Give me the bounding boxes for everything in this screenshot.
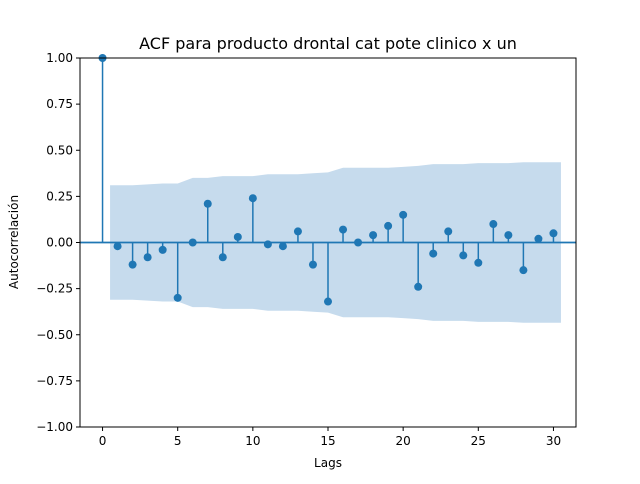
acf-point-lag-17: [354, 238, 363, 247]
acf-point-lag-18: [369, 231, 378, 240]
y-tick-label: 1.00: [46, 51, 73, 65]
x-tick-label: 5: [174, 434, 182, 448]
acf-point-lag-15: [324, 297, 332, 306]
acf-point-lag-28: [519, 266, 528, 275]
acf-point-lag-8: [218, 253, 227, 262]
acf-point-lag-20: [399, 210, 408, 219]
y-tick-label: −0.25: [36, 282, 73, 296]
x-tick-label: 0: [99, 434, 107, 448]
acf-point-lag-27: [504, 231, 513, 240]
acf-point-lag-16: [339, 225, 348, 234]
y-tick-label: 0.00: [46, 236, 73, 250]
acf-point-lag-7: [203, 199, 212, 208]
x-tick-label: 30: [546, 434, 561, 448]
acf-point-lag-30: [549, 229, 558, 238]
acf-point-lag-1: [113, 242, 122, 251]
y-tick-label: 0.75: [46, 97, 73, 111]
acf-point-lag-11: [263, 240, 272, 249]
acf-point-lag-21: [414, 282, 423, 291]
stem-layer: [98, 54, 558, 306]
tick-layer: 0 5 10 15 20 25 30 −1.00 −0.75 −0.50 −0.25 0.00 0.25…: [36, 51, 561, 448]
acf-point-lag-26: [489, 220, 498, 229]
acf-point-lag-29: [534, 234, 543, 243]
acf-point-lag-25: [474, 258, 483, 267]
acf-point-lag-4: [158, 245, 167, 254]
y-tick-label: 0.25: [46, 189, 73, 203]
acf-point-lag-19: [384, 221, 393, 230]
acf-point-lag-13: [293, 227, 302, 236]
acf-point-lag-22: [429, 249, 438, 258]
acf-point-lag-23: [444, 227, 453, 236]
y-tick-label: 0.50: [46, 143, 73, 157]
y-tick-label: −0.50: [36, 328, 73, 342]
acf-point-lag-24: [459, 251, 468, 260]
x-tick-label: 25: [471, 434, 486, 448]
acf-point-lag-3: [143, 253, 152, 262]
x-axis-label: Lags: [314, 456, 342, 470]
y-axis-label: Autocorrelación: [7, 195, 21, 289]
x-tick-label: 10: [245, 434, 260, 448]
acf-point-lag-5: [173, 293, 182, 302]
acf-point-lag-9: [233, 232, 242, 241]
x-tick-label: 15: [320, 434, 335, 448]
chart-title: ACF para producto drontal cat pote clini…: [139, 34, 517, 53]
acf-point-lag-10: [248, 194, 257, 203]
y-tick-label: −1.00: [36, 420, 73, 434]
acf-point-lag-2: [128, 260, 137, 269]
acf-point-lag-6: [188, 238, 197, 247]
x-tick-label: 20: [396, 434, 411, 448]
y-tick-label: −0.75: [36, 374, 73, 388]
acf-point-lag-12: [278, 242, 287, 251]
plot-frame: [79, 57, 577, 428]
acf-point-lag-14: [308, 260, 317, 269]
